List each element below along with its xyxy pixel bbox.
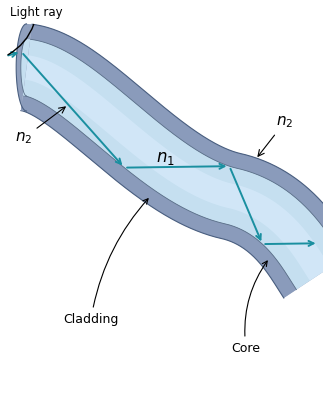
Text: Cladding: Cladding	[63, 199, 148, 325]
Text: $n_2$: $n_2$	[258, 114, 293, 156]
Polygon shape	[23, 39, 324, 290]
Polygon shape	[21, 95, 296, 298]
Polygon shape	[21, 39, 30, 96]
Text: $n_1$: $n_1$	[156, 149, 175, 167]
Text: Core: Core	[231, 261, 267, 354]
Polygon shape	[16, 24, 32, 111]
Text: Light ray: Light ray	[8, 6, 63, 55]
Polygon shape	[30, 24, 324, 258]
Text: $n_2$: $n_2$	[15, 107, 65, 146]
Polygon shape	[21, 24, 324, 298]
Polygon shape	[25, 55, 324, 281]
